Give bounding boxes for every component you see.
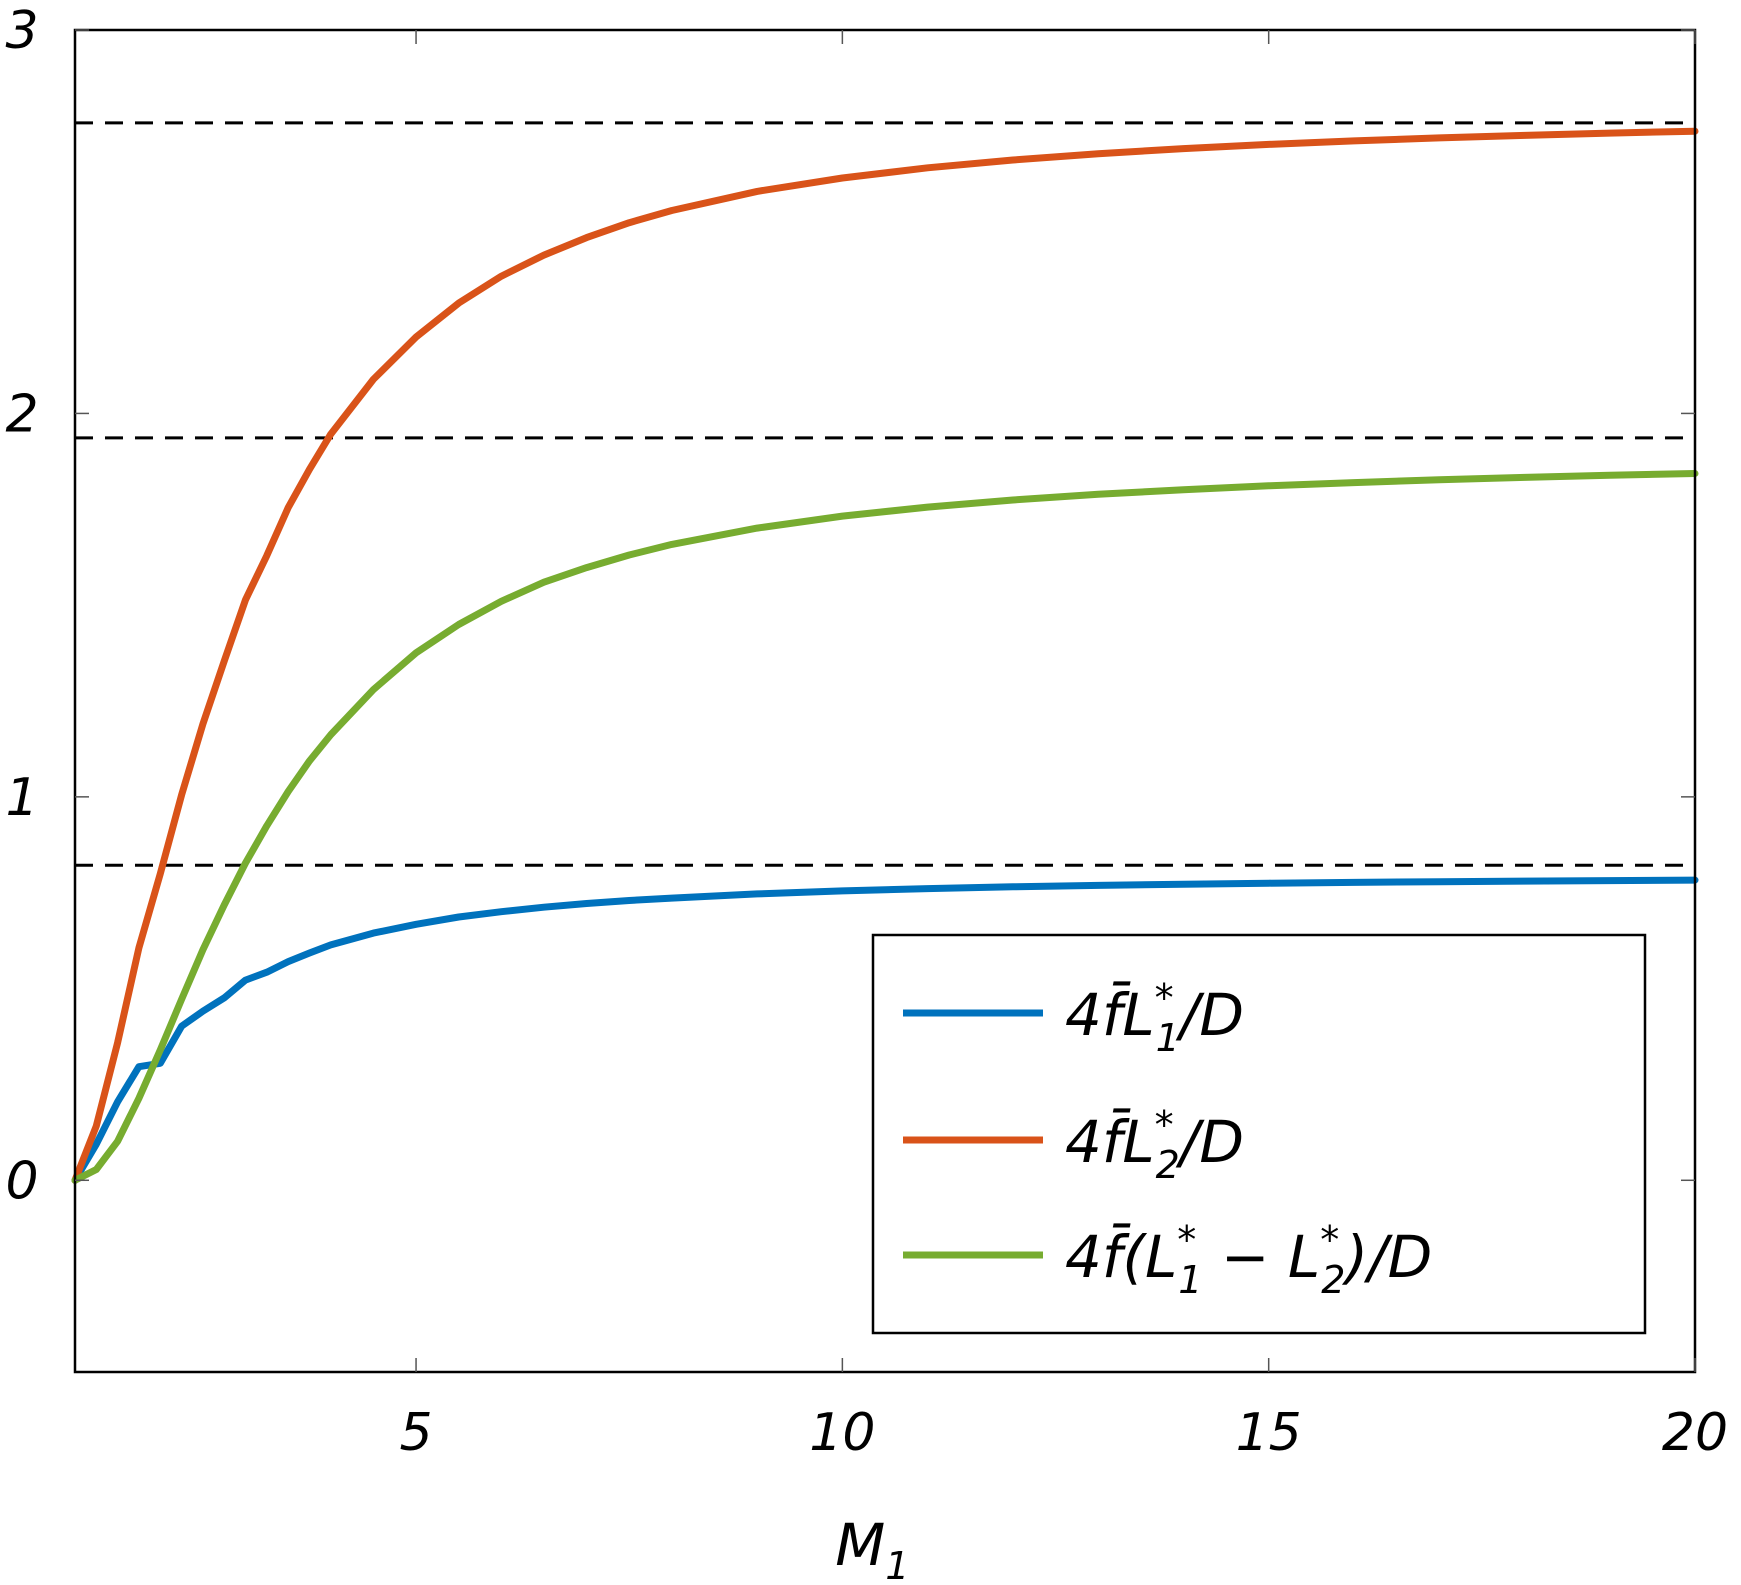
x-tick-label: 10 — [809, 1403, 875, 1463]
legend-label-3: 4f̄(L* 1 − L* 2)/D — [1065, 1218, 1432, 1302]
plot-frame — [73, 28, 1697, 1374]
legend: 4f̄L* 1/D 4f̄L* 2/D 4f̄(L* 1 − L* 2)/D — [871, 933, 1647, 1335]
x-tick-label: 5 — [400, 1403, 433, 1463]
x-axis-label: M1 — [835, 1511, 909, 1585]
series-lines — [71, 127, 1699, 1184]
legend-box — [871, 933, 1647, 1335]
y-tick-label: 3 — [5, 1, 38, 61]
y-tick-label: 2 — [5, 384, 38, 444]
y-tick-label: 1 — [5, 768, 38, 828]
series-line-3 — [71, 470, 1699, 1184]
x-axis-label-main: M — [835, 1511, 885, 1579]
axis-ticks — [75, 29, 1696, 1372]
series-line-1 — [71, 876, 1699, 1184]
reference-lines — [75, 121, 1695, 867]
tick-labels: 5 10 15 20 0 1 2 3 — [5, 1, 1728, 1463]
x-tick-label: 20 — [1662, 1403, 1728, 1463]
series-line-2 — [71, 127, 1699, 1184]
x-tick-label: 15 — [1236, 1403, 1302, 1463]
x-axis-label-sub: 1 — [885, 1544, 909, 1585]
legend-label-1: 4f̄L* 1/D — [1065, 976, 1244, 1060]
legend-label-2: 4f̄L* 2/D — [1065, 1103, 1244, 1187]
y-tick-label: 0 — [5, 1151, 38, 1211]
legend-entries: 4f̄L* 1/D 4f̄L* 2/D 4f̄(L* 1 − L* 2)/D — [903, 976, 1432, 1302]
